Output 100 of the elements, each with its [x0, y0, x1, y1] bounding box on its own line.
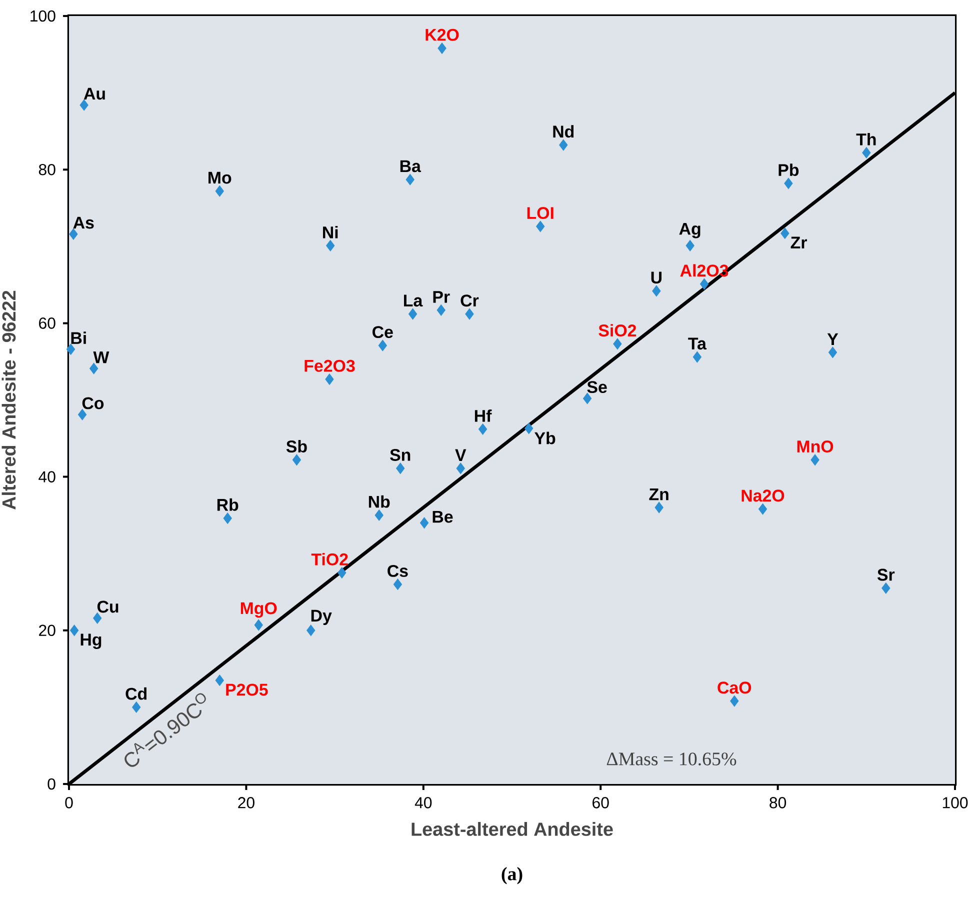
y-tick-label: 80	[38, 164, 56, 176]
y-tick-label: 20	[39, 624, 56, 636]
data-label: Pb	[778, 164, 799, 176]
data-label: Na2O	[742, 490, 784, 502]
point	[374, 510, 384, 521]
data-label: LOI	[527, 207, 554, 220]
point	[420, 517, 429, 528]
x-axis-title: Least-altered Andesite	[412, 822, 613, 836]
data-label: K2O	[426, 28, 459, 41]
point	[70, 624, 79, 636]
data-label: Cu	[97, 600, 118, 613]
data-label: Th	[856, 133, 876, 146]
point	[306, 624, 316, 636]
data-label: Rb	[217, 498, 238, 511]
data-label: Sn	[390, 448, 410, 461]
data-label: Sr	[877, 568, 895, 581]
data-label: Ta	[688, 338, 707, 350]
y-tick-label: 0	[48, 778, 56, 790]
data-label: Hf	[474, 410, 492, 422]
point	[223, 512, 232, 524]
data-label: Co	[82, 397, 104, 410]
data-label: Pr	[433, 291, 450, 303]
data-label: Au	[84, 88, 105, 100]
data-label: Se	[587, 381, 607, 394]
data-label: Sb	[286, 440, 307, 452]
point	[654, 502, 664, 514]
data-label: Zr	[790, 236, 807, 248]
data-label: Cd	[126, 687, 146, 700]
data-label: Be	[432, 510, 453, 523]
data-label: Ag	[679, 222, 700, 238]
data-label: TiO2	[311, 552, 348, 566]
point	[810, 454, 820, 466]
point	[69, 228, 78, 240]
data-label: V	[455, 449, 466, 461]
x-tick-label: 60	[592, 797, 609, 808]
point	[559, 139, 568, 151]
point	[408, 308, 418, 320]
data-label: MnO	[797, 440, 834, 452]
data-label: W	[93, 351, 110, 364]
point	[393, 578, 402, 590]
point	[132, 702, 141, 713]
data-label: MgO	[240, 602, 277, 618]
data-label: Nb	[368, 495, 390, 508]
point	[536, 220, 545, 232]
data-label: Ba	[400, 160, 422, 172]
data-label: Y	[827, 333, 838, 345]
point	[478, 424, 488, 435]
data-label: Yb	[534, 432, 556, 444]
point	[652, 285, 661, 297]
annotation: ΔMass = 10.65%	[606, 752, 736, 766]
x-tick-label: 40	[414, 797, 432, 808]
point	[436, 304, 446, 316]
y-tick-label: 60	[39, 318, 56, 329]
point	[292, 454, 301, 466]
point	[93, 612, 102, 624]
point	[338, 567, 346, 578]
y-axis-title: Altered Andesite - 96222	[2, 290, 16, 510]
point	[730, 695, 739, 707]
point	[80, 100, 88, 111]
data-label: SiO2	[598, 324, 636, 337]
point	[524, 422, 534, 434]
data-label: CaO	[718, 682, 752, 694]
point	[686, 240, 694, 252]
point	[780, 228, 790, 239]
text: (a)	[502, 867, 522, 884]
point	[378, 340, 387, 352]
data-label: Dy	[311, 610, 332, 625]
point	[326, 240, 335, 252]
x-tick-label: 100	[942, 797, 968, 808]
data-label: Cs	[388, 564, 408, 577]
data-label: Ni	[323, 226, 338, 238]
data-label: Hg	[80, 634, 102, 650]
data-label: Ce	[372, 326, 393, 338]
data-label: Bi	[71, 332, 86, 344]
point	[254, 619, 263, 631]
point	[456, 462, 465, 474]
data-label: La	[404, 294, 423, 307]
point	[882, 582, 890, 594]
y-tick-label: 40	[38, 471, 56, 482]
point	[828, 346, 838, 358]
point	[66, 344, 76, 355]
point	[78, 409, 87, 420]
data-label: As	[73, 216, 94, 229]
point	[784, 178, 793, 189]
point	[758, 503, 768, 515]
point	[583, 392, 592, 404]
data-label: Nd	[553, 125, 574, 138]
point	[613, 338, 622, 350]
data-label: Fe2O3	[304, 360, 355, 372]
data-label: P2O5	[226, 684, 268, 696]
x-tick-label: 0	[65, 797, 73, 808]
point	[700, 278, 709, 290]
data-label: U	[651, 272, 662, 284]
point	[406, 174, 414, 186]
point	[215, 674, 224, 686]
point	[862, 147, 871, 158]
point	[465, 308, 474, 320]
x-tick-label: 80	[770, 797, 786, 808]
data-label: Zn	[649, 488, 668, 500]
point	[325, 374, 334, 385]
